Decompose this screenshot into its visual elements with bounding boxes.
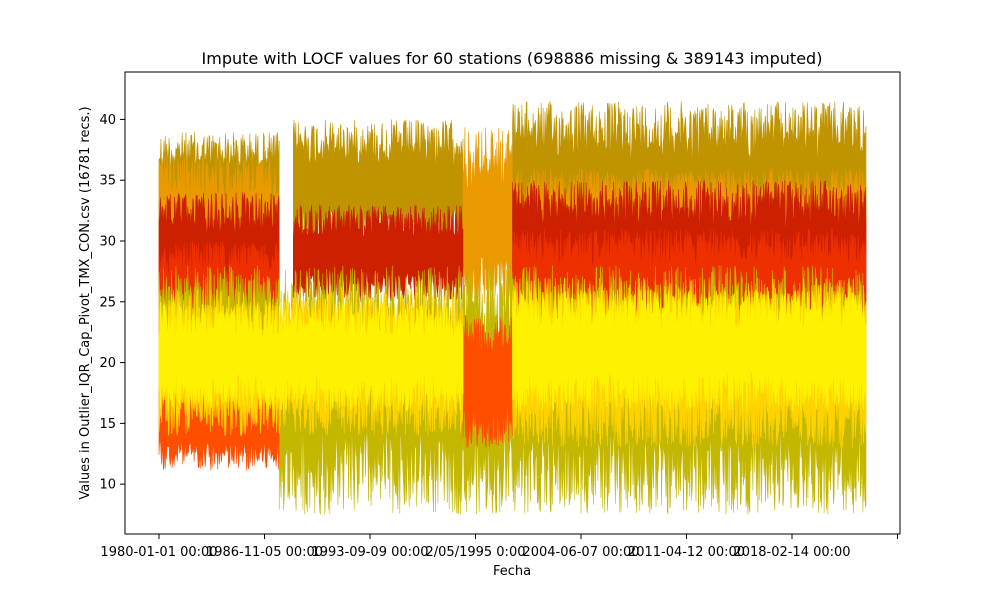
y-tick-label: 40 [99, 113, 116, 128]
x-tick-label: 2/05/1995 0:00 [426, 545, 526, 560]
x-tick-label: 2004-06-07 00:00 [522, 545, 639, 560]
series-7-segment-0 [158, 300, 464, 412]
y-tick-label: 30 [99, 234, 116, 249]
series-2-segment-1 [293, 204, 464, 302]
series-5-segment-1 [462, 314, 513, 448]
chart-title: Impute with LOCF values for 60 stations … [202, 49, 823, 68]
x-tick-label: 2018-02-14 00:00 [733, 545, 850, 560]
y-tick-label: 35 [99, 174, 116, 189]
x-tick-label: 1980-01-01 00:00 [100, 545, 217, 560]
y-tick-label: 25 [99, 295, 116, 310]
y-tick-label: 10 [99, 478, 116, 493]
series-1-segment-1 [462, 127, 513, 311]
plot-area [158, 100, 867, 515]
y-tick-label: 20 [99, 356, 116, 371]
x-tick-label: 2011-04-12 00:00 [628, 545, 745, 560]
y-tick-label: 15 [99, 417, 116, 432]
y-axis-label: Values in Outlier_IQR_Cap_Pivot_TMX_CON.… [78, 106, 93, 499]
series-7-segment-1 [512, 288, 867, 413]
plot-frame [124, 71, 901, 535]
x-tick-label: 1986-11-05 00:00 [206, 545, 323, 560]
x-axis-label: Fecha [493, 564, 531, 579]
y-axis: 10 15 20 25 30 35 40 [99, 113, 125, 493]
series-7 [158, 288, 867, 413]
x-tick-label: 1993-09-09 00:00 [311, 545, 428, 560]
